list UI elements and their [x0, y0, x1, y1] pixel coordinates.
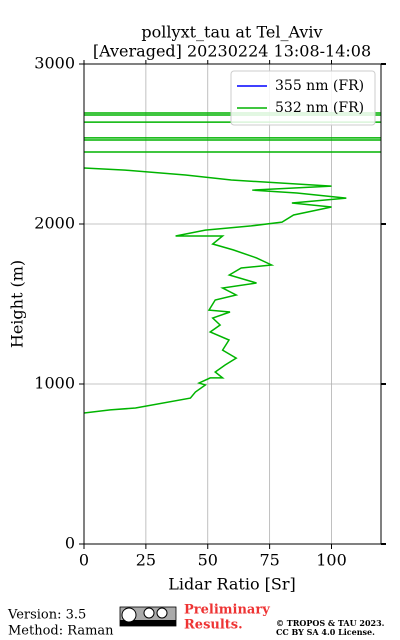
plot-frame: [83, 63, 382, 545]
license: © TROPOS & TAU 2023.: [276, 618, 385, 628]
legend-label: 532 nm (FR): [275, 100, 364, 116]
chart-title: pollyxt_tau at Tel_Aviv: [141, 23, 322, 42]
chart-subtitle: [Averaged] 20230224 13:08-14:08: [93, 42, 371, 61]
data-line: [84, 112, 381, 414]
y-tick-label: 1000: [34, 374, 75, 393]
x-tick-label: 0: [79, 551, 89, 570]
notice: Preliminary: [184, 603, 270, 618]
legend-box: [230, 70, 376, 126]
x-tick-label: 100: [316, 551, 347, 570]
x-axis-label: Lidar Ratio [Sr]: [168, 575, 296, 594]
y-tick-label: 2000: [34, 214, 75, 233]
notice: Results.: [184, 618, 243, 633]
plot-area: [83, 63, 381, 545]
y-axis-label: Height (m): [8, 260, 27, 348]
x-tick-label: 50: [198, 551, 218, 570]
x-tick-label: 25: [136, 551, 156, 570]
y-tick-label: 0: [65, 534, 75, 553]
method: Method: Raman: [8, 624, 114, 639]
cc-badge: [119, 606, 177, 627]
y-tick-label: 3000: [34, 54, 75, 73]
x-tick-label: 75: [259, 551, 279, 570]
license: CC BY SA 4.0 License.: [276, 627, 375, 637]
legend-label: 355 nm (FR): [275, 78, 364, 94]
version: Version: 3.5: [7, 608, 86, 623]
